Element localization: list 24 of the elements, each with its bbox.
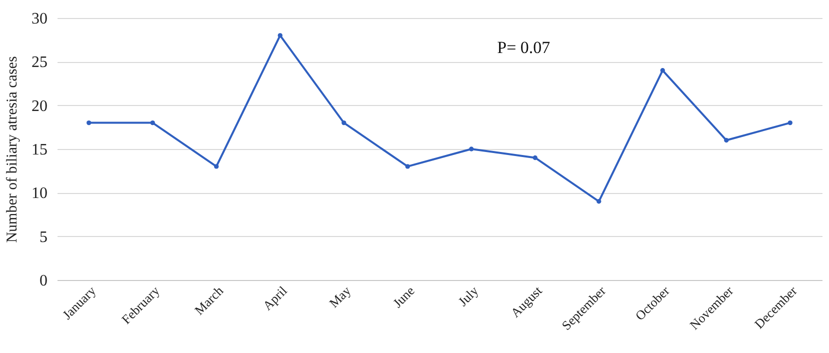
annotation: P= 0.07 — [497, 38, 551, 57]
y-tick-label: 20 — [32, 98, 48, 115]
x-tick-label: May — [326, 282, 354, 311]
point — [596, 199, 602, 204]
y-tick-label: 5 — [40, 228, 48, 246]
y-tick-label: 0 — [40, 272, 48, 290]
point — [86, 120, 92, 126]
point — [532, 155, 538, 160]
point — [342, 120, 346, 126]
y-tick-label: 10 — [32, 185, 48, 202]
y-tick-label: 25 — [32, 54, 48, 72]
y-axis-title: Number of biliary atresia cases — [4, 56, 20, 243]
point — [214, 164, 219, 169]
point — [469, 146, 474, 152]
point — [150, 120, 155, 126]
point — [660, 68, 665, 73]
y-tick-label: 15 — [32, 142, 48, 158]
x-tick-label: June — [390, 282, 418, 311]
y-tick-label: 30 — [32, 10, 48, 28]
point — [405, 164, 410, 169]
point — [724, 138, 729, 143]
point — [788, 120, 792, 126]
point — [278, 33, 282, 38]
x-tick-label: July — [455, 282, 482, 310]
